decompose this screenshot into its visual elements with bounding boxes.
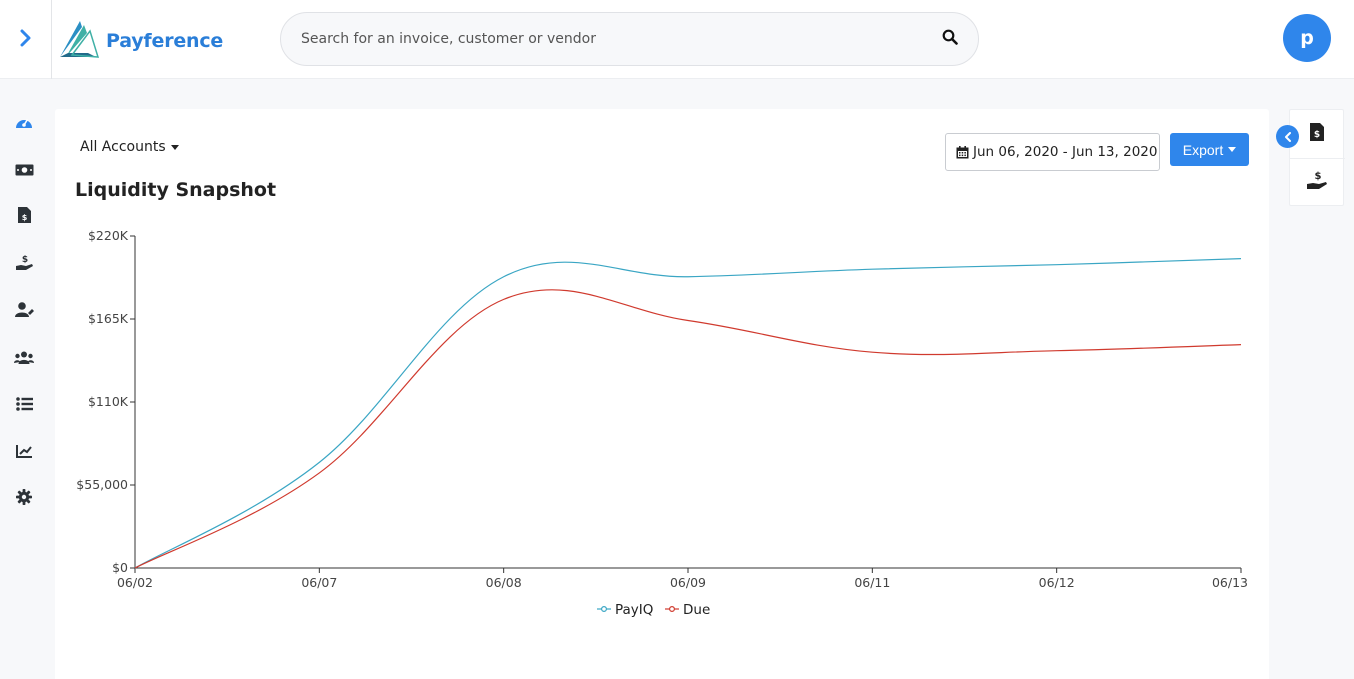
x-tick-label: 06/13 [1212, 575, 1248, 590]
accounts-dropdown[interactable]: All Accounts [80, 139, 179, 155]
svg-text:$: $ [1314, 130, 1320, 140]
calendar-icon [956, 145, 969, 159]
right-panel-payment-button[interactable]: $ [1306, 171, 1328, 193]
x-tick-label: 06/07 [301, 575, 337, 590]
y-tick-label: $220K [88, 228, 129, 243]
legend-marker-due [668, 606, 675, 613]
chart-line-icon [15, 443, 33, 462]
y-tick-label: $0 [112, 560, 128, 575]
date-range-text: Jun 06, 2020 - Jun 13, 2020 [973, 144, 1158, 160]
invoice-icon: $ [17, 207, 31, 227]
logo-mark-icon [58, 17, 100, 65]
chart-title: Liquidity Snapshot [75, 179, 277, 201]
series-line-due [134, 289, 1242, 569]
right-panel-invoice-button[interactable]: $ [1306, 123, 1328, 145]
date-range-picker[interactable]: Jun 06, 2020 - Jun 13, 2020 [945, 133, 1160, 171]
caret-down-icon [1228, 147, 1237, 152]
export-label: Export [1182, 141, 1224, 158]
search-input[interactable] [301, 31, 942, 47]
chevron-left-icon [1284, 131, 1292, 142]
sidebar-item-reports[interactable] [13, 441, 35, 463]
sidebar-item-settings[interactable] [13, 488, 35, 510]
legend-marker-payiq [600, 606, 607, 613]
hand-dollar-icon: $ [15, 254, 34, 275]
liquidity-card: All Accounts Liquidity Snapshot Jun 06, … [55, 109, 1269, 679]
divider [1290, 158, 1345, 159]
right-panel: $ $ [1289, 109, 1345, 206]
dashboard-icon [15, 114, 33, 133]
y-tick-label: $165K [88, 311, 129, 326]
list-icon [15, 396, 33, 415]
avatar[interactable]: p [1283, 14, 1331, 62]
y-tick-label: $55,000 [76, 477, 128, 492]
svg-text:$: $ [1315, 171, 1322, 182]
top-bar: Payference p [0, 0, 1354, 79]
sidebar-item-invoices[interactable]: $ [13, 206, 35, 228]
sidebar-toggle-button[interactable] [0, 0, 52, 79]
y-tick-label: $110K [88, 394, 129, 409]
legend-label-due: Due [683, 602, 710, 618]
sidebar-item-dashboard[interactable] [13, 112, 35, 134]
chevron-right-icon [20, 29, 32, 51]
sidebar: $ $ [0, 80, 48, 679]
search-bar [280, 12, 979, 66]
sidebar-item-vendors[interactable] [13, 347, 35, 369]
series-line-payiq [134, 258, 1242, 569]
legend-label-payiq: PayIQ [615, 602, 653, 618]
user-edit-icon [14, 301, 34, 321]
svg-text:$: $ [21, 255, 27, 265]
invoice-icon: $ [1310, 123, 1324, 145]
x-tick-label: 06/12 [1039, 575, 1075, 590]
accounts-label: All Accounts [80, 139, 166, 155]
x-tick-label: 06/08 [486, 575, 522, 590]
x-tick-label: 06/11 [854, 575, 890, 590]
sidebar-item-list[interactable] [13, 394, 35, 416]
caret-down-icon [170, 144, 179, 150]
svg-text:$: $ [21, 213, 27, 222]
sidebar-item-customers[interactable] [13, 300, 35, 322]
panel-collapse-button[interactable] [1276, 125, 1299, 148]
app-name: Payference [106, 30, 224, 52]
users-icon [14, 349, 34, 368]
liquidity-chart: $0 $55,000 $110K $165K $220K 06/02 06/07 06/08 0… [76, 228, 1248, 618]
search-icon[interactable] [942, 29, 958, 49]
export-button[interactable]: Export [1170, 133, 1249, 166]
app-logo[interactable]: Payference [58, 17, 223, 65]
gear-icon [16, 489, 32, 509]
money-icon [15, 161, 34, 180]
sidebar-item-payments[interactable] [13, 159, 35, 181]
sidebar-item-receivables[interactable]: $ [13, 253, 35, 275]
x-tick-label: 06/09 [670, 575, 706, 590]
hand-dollar-icon: $ [1306, 170, 1328, 194]
x-tick-label: 06/02 [117, 575, 153, 590]
